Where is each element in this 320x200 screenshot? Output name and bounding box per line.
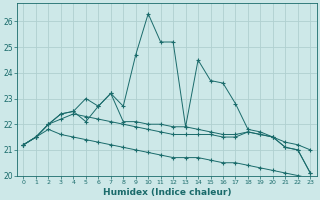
X-axis label: Humidex (Indice chaleur): Humidex (Indice chaleur)	[103, 188, 231, 197]
